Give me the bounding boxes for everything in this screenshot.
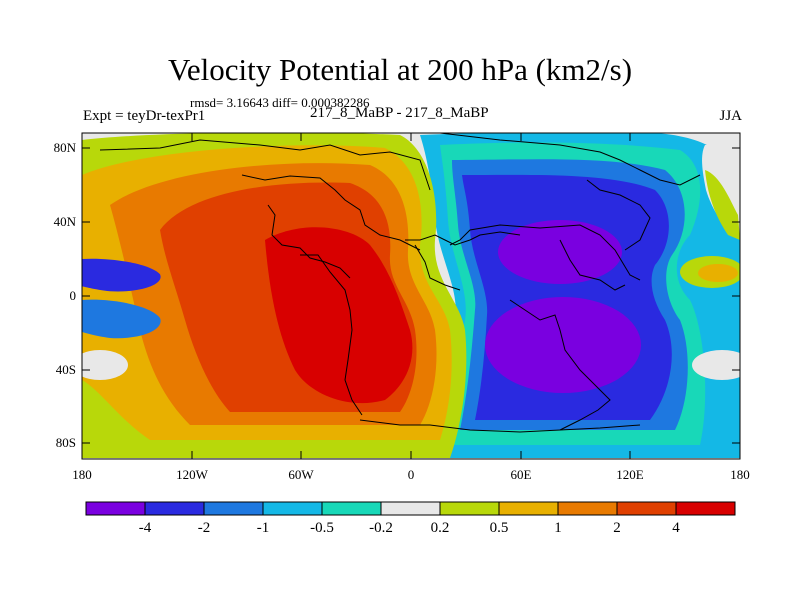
contour-patch-east-pos-inner — [698, 264, 738, 282]
colorbar-label: 0.5 — [489, 520, 509, 536]
colorbar-swatch — [85, 501, 146, 516]
colorbar-label: 2 — [613, 520, 621, 536]
colorbar-swatch — [675, 501, 736, 516]
x-label-120w: 120W — [176, 467, 208, 482]
contour-patch-northeast-pos — [705, 170, 740, 240]
contour-patch-east-neutral — [692, 350, 740, 380]
coastlines — [99, 133, 701, 433]
colorbar-label: 4 — [672, 520, 680, 536]
y-ticks — [82, 147, 740, 444]
chart-title: Velocity Potential at 200 hPa (km2/s) — [167, 52, 633, 87]
experiment-label: Expt = teyDr-texPr1 — [83, 108, 206, 124]
contour-fill — [82, 133, 740, 459]
colorbar — [85, 501, 736, 516]
colorbar-swatch — [144, 501, 205, 516]
x-label-60e: 60E — [510, 467, 532, 482]
x-label-180-right: 180 — [730, 467, 750, 482]
colorbar-swatch — [498, 501, 559, 516]
colorbar-label: 0.2 — [430, 520, 450, 536]
colorbar-swatch — [616, 501, 677, 516]
y-label-0: 0 — [69, 288, 77, 303]
comparison-label: 217_8_MaBP - 217_8_MaBP — [310, 105, 489, 121]
contour-band-neg-4-north — [498, 220, 622, 284]
colorbar-label: 1 — [554, 520, 562, 536]
colorbar-swatch — [262, 501, 323, 516]
y-label-80s: 80S — [55, 435, 76, 450]
colorbar-label: -4 — [138, 520, 152, 536]
y-label-40s: 40S — [55, 362, 76, 377]
colorbar-swatch — [557, 501, 618, 516]
x-label-0: 0 — [407, 467, 415, 482]
contour-patch-west-neutral — [82, 350, 128, 380]
contour-band-pos-4 — [265, 227, 413, 404]
contour-patch-west-neg-inner — [82, 258, 161, 292]
season-label: JJA — [719, 108, 742, 124]
contour-band-neg-4-south — [485, 297, 641, 393]
colorbar-swatch — [380, 501, 441, 516]
colorbar-label: -1 — [256, 520, 270, 536]
x-label-60w: 60W — [288, 467, 314, 482]
y-label-40n: 40N — [53, 214, 76, 229]
colorbar-label: -0.5 — [310, 520, 334, 536]
x-label-120e: 120E — [616, 467, 644, 482]
colorbar-swatch — [203, 501, 264, 516]
colorbar-label: -0.2 — [369, 520, 393, 536]
contour-patch-west-neg — [82, 299, 161, 339]
x-ticks — [191, 133, 631, 459]
colorbar-swatch — [439, 501, 500, 516]
colorbar-swatch — [321, 501, 382, 516]
x-label-180-left: 180 — [72, 467, 92, 482]
y-label-80n: 80N — [53, 140, 76, 155]
colorbar-label: -2 — [197, 520, 211, 536]
stats-text: rmsd= 3.16643 diff= 0.000382286 — [190, 95, 370, 110]
